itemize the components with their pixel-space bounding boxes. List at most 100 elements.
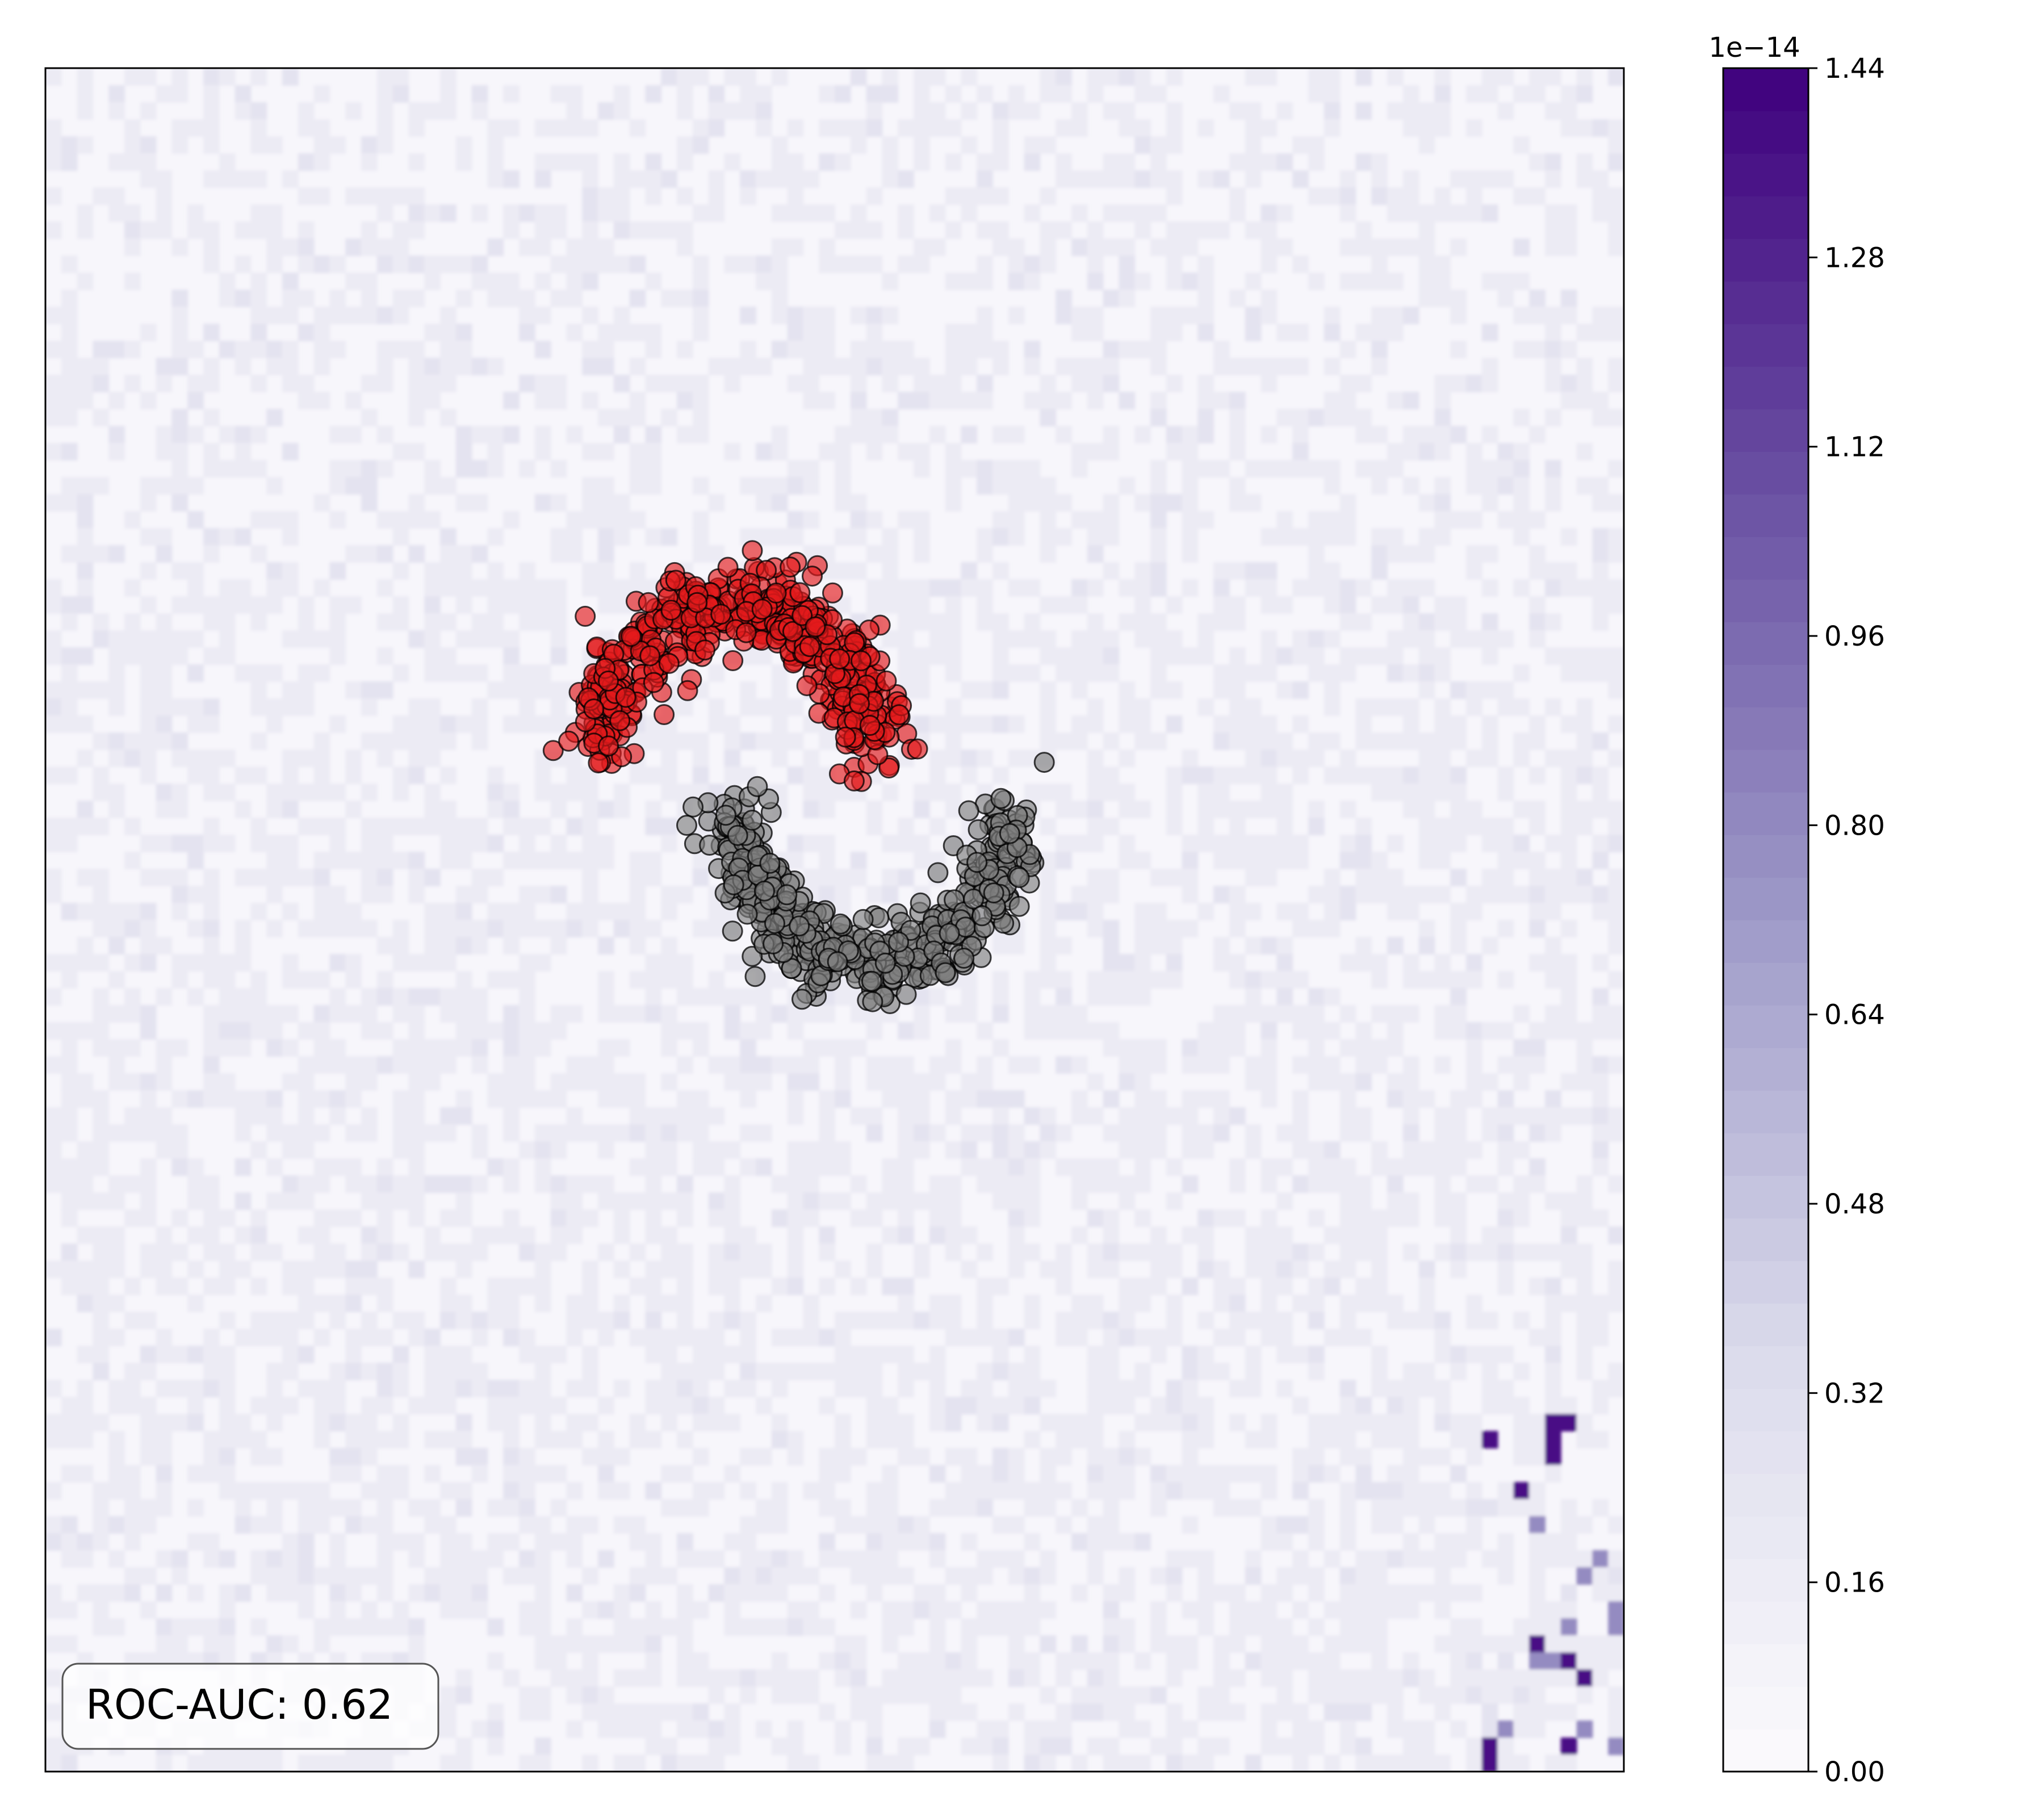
heatmap-cell (787, 1669, 804, 1687)
heatmap-cell (929, 1601, 946, 1619)
heatmap-cell (1450, 1209, 1467, 1227)
heatmap-cell (977, 1738, 993, 1755)
heatmap-cell (298, 1175, 315, 1193)
heatmap-cell (1529, 1499, 1545, 1517)
heatmap-cell (550, 545, 567, 563)
heatmap-cell (1529, 1686, 1545, 1704)
heatmap-cell (392, 1346, 409, 1363)
heatmap-cell (661, 1380, 677, 1397)
heatmap-cell (1055, 153, 1072, 171)
heatmap-cell (708, 1346, 725, 1363)
heatmap-cell (613, 1039, 630, 1057)
heatmap-cell (661, 767, 677, 784)
heatmap-cell (1150, 1039, 1167, 1057)
heatmap-cell (250, 613, 267, 631)
heatmap-cell (313, 1226, 330, 1244)
heatmap-cell (582, 1312, 598, 1329)
heatmap-cell (1024, 1482, 1041, 1500)
heatmap-cell (1339, 1261, 1356, 1278)
heatmap-cell (961, 1329, 978, 1346)
heatmap-cell (345, 1567, 362, 1585)
heatmap-cell (1119, 1380, 1136, 1397)
heatmap-cell (424, 613, 441, 631)
heatmap-cell (1055, 801, 1072, 818)
heatmap-cell (171, 494, 189, 512)
heatmap-cell (93, 409, 110, 426)
heatmap-cell (1119, 1703, 1136, 1721)
heatmap-cell (329, 1499, 346, 1517)
heatmap-cell (1497, 170, 1514, 188)
heatmap-cell (692, 426, 709, 443)
heatmap-cell (787, 1720, 804, 1738)
heatmap-cell (898, 835, 914, 852)
heatmap-cell (629, 767, 646, 784)
heatmap-cell (1229, 102, 1246, 120)
heatmap-cell (1134, 715, 1151, 733)
heatmap-cell (645, 1312, 662, 1329)
heatmap-cell (1071, 1533, 1088, 1551)
heatmap-cell (1481, 460, 1498, 478)
heatmap-cell (187, 1346, 204, 1363)
heatmap-cell (345, 1261, 362, 1278)
heatmap-cell (1529, 1618, 1545, 1636)
heatmap-cell (677, 1244, 693, 1261)
heatmap-cell (1371, 1550, 1388, 1568)
heatmap-cell (1339, 1533, 1356, 1551)
heatmap-cell (1245, 937, 1262, 954)
heatmap-cell (645, 426, 662, 443)
heatmap-cell (234, 460, 252, 478)
heatmap-cell (1245, 153, 1262, 171)
heatmap-cell (945, 1601, 962, 1619)
heatmap-cell (1323, 1278, 1341, 1295)
heatmap-cell (1371, 852, 1388, 869)
heatmap-cell (550, 1669, 567, 1687)
heatmap-cell (108, 1261, 125, 1278)
heatmap-cell (1071, 1226, 1088, 1244)
heatmap-cell (1418, 494, 1435, 512)
heatmap-cell (961, 1482, 978, 1500)
heatmap-cell (819, 1465, 835, 1483)
heatmap-cell (345, 1618, 362, 1636)
heatmap-cell (234, 426, 252, 443)
heatmap-cell (61, 1192, 78, 1210)
heatmap-cell (424, 1073, 441, 1091)
heatmap-cell (124, 1533, 141, 1551)
heatmap-cell (1434, 68, 1451, 86)
heatmap-cell (440, 528, 456, 546)
heatmap-cell (1402, 630, 1419, 648)
heatmap-cell (171, 85, 189, 103)
heatmap-cell (1387, 1209, 1404, 1227)
heatmap-cell (1008, 1380, 1025, 1397)
heatmap-cell (219, 835, 236, 852)
heatmap-cell (835, 562, 851, 580)
heatmap-cell (534, 1244, 551, 1261)
heatmap-cell (171, 835, 189, 852)
heatmap-cell (1119, 102, 1136, 120)
heatmap-cell (1040, 1601, 1057, 1619)
heatmap-cell (645, 460, 662, 478)
heatmap-cell (534, 1414, 551, 1431)
heatmap-cell (187, 1533, 204, 1551)
heatmap-cell (1276, 1329, 1293, 1346)
heatmap-cell (677, 1465, 693, 1483)
heatmap-cell (1260, 426, 1278, 443)
heatmap-cell (408, 852, 425, 869)
heatmap-cell (1197, 784, 1214, 801)
heatmap-cell (203, 119, 220, 137)
heatmap-cell (898, 1107, 914, 1125)
heatmap-cell (503, 1158, 520, 1176)
heatmap-cell (1008, 1363, 1025, 1380)
heatmap-cell (61, 767, 78, 784)
heatmap-cell (1055, 664, 1072, 682)
heatmap-cell (1308, 1686, 1325, 1704)
heatmap-cell (977, 1601, 993, 1619)
heatmap-cell (1308, 988, 1325, 1006)
heatmap-cell (1387, 1005, 1404, 1023)
heatmap-cell (1450, 1124, 1467, 1142)
heatmap-cell (724, 1192, 741, 1210)
heatmap-cell (803, 1141, 820, 1159)
heatmap-cell (203, 613, 220, 631)
heatmap-cell (582, 170, 598, 188)
heatmap-cell (424, 1584, 441, 1602)
heatmap-cell (1339, 1584, 1356, 1602)
